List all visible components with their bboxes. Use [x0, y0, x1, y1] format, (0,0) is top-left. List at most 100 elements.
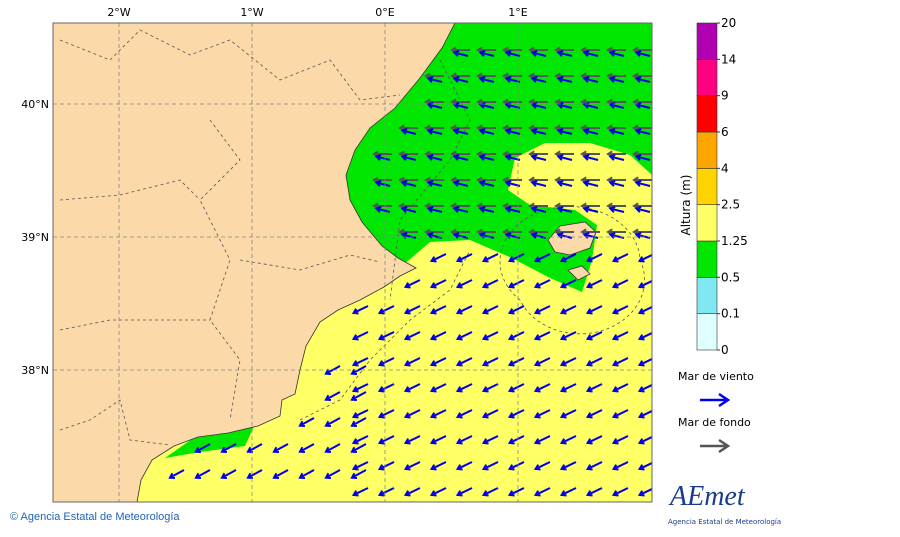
wind-sea-arrow	[533, 383, 551, 393]
wind-sea-arrow	[611, 487, 629, 497]
wind-sea-arrow	[452, 232, 469, 239]
wind-sea-arrow	[426, 206, 443, 213]
wind-sea-arrow	[272, 443, 289, 453]
wind-sea-arrow	[478, 50, 495, 57]
wind-sea-arrow	[608, 128, 625, 135]
wind-sea-arrow	[507, 331, 525, 341]
island-formentera	[567, 265, 591, 281]
wind-sea-arrow	[582, 206, 599, 213]
wind-sea-arrow	[374, 180, 391, 187]
graticule	[53, 23, 652, 502]
wind-sea-arrow	[533, 357, 551, 367]
wind-sea-arrow	[452, 50, 469, 57]
lon-label: 1°W	[240, 6, 263, 19]
wind-sea-arrow	[608, 206, 625, 213]
colorbar-label: 6	[721, 125, 729, 139]
wind-sea-arrow	[608, 102, 625, 109]
wind-sea-arrow	[481, 331, 499, 341]
wind-sea-arrow	[533, 253, 551, 263]
wind-sea-arrow	[559, 383, 577, 393]
wind-sea-arrow	[582, 128, 599, 135]
wind-sea-arrow	[478, 180, 495, 187]
wind-sea-arrow	[634, 50, 651, 57]
wind-sea-arrow	[507, 461, 525, 471]
wind-sea-arrow	[350, 443, 367, 453]
wind-sea-arrow	[533, 409, 551, 419]
border	[239, 254, 381, 271]
wind-sea-arrow	[452, 180, 469, 187]
wind-sea-arrow	[377, 305, 395, 315]
wind-sea-arrow	[168, 469, 185, 479]
wind-sea-arrow	[585, 331, 603, 341]
colorbar-title: Altura (m)	[679, 174, 693, 235]
wind-sea-arrow	[220, 469, 237, 479]
wind-sea-arrow	[246, 469, 263, 479]
wind-sea-arrow	[559, 331, 577, 341]
border	[59, 29, 401, 101]
wind-sea-arrow	[481, 461, 499, 471]
wind-sea-arrow	[377, 461, 395, 471]
wind-sea-arrow	[530, 206, 547, 213]
wind-sea-arrow	[400, 180, 417, 187]
wind-sea-arrow	[429, 279, 447, 289]
wind-sea-arrow	[556, 102, 573, 109]
wind-sea-arrow	[559, 357, 577, 367]
wind-sea-arrow	[400, 128, 417, 135]
wind-sea-arrow	[533, 435, 551, 445]
wind-sea-arrow	[507, 357, 525, 367]
wind-sea-arrow	[324, 443, 341, 453]
wind-sea-arrow	[429, 409, 447, 419]
wind-sea-arrow	[429, 487, 447, 497]
wind-sea-arrow	[556, 154, 573, 161]
wind-sea-arrow	[530, 180, 547, 187]
lat-label: 38°N	[21, 364, 49, 377]
border	[59, 399, 171, 446]
wind-sea-arrow	[350, 365, 367, 375]
wind-sea-arrow	[582, 154, 599, 161]
contour	[389, 59, 471, 301]
colorbar-box	[696, 131, 718, 169]
wind-sea-arrow	[220, 443, 237, 453]
wind-sea-arrow	[634, 102, 651, 109]
wind-sea-arrow	[452, 76, 469, 83]
wind-sea-arrow	[452, 206, 469, 213]
wind-sea-arrow	[481, 253, 499, 263]
wind-sea-arrow	[634, 206, 651, 213]
wind-sea-arrow	[533, 461, 551, 471]
wind-sea-arrow	[507, 435, 525, 445]
wind-sea-arrow	[351, 435, 369, 445]
wind-sea-arrow	[507, 305, 525, 315]
wind-sea-arrow	[194, 443, 211, 453]
wind-sea-arrow	[634, 154, 651, 161]
wind-sea-arrow	[403, 357, 421, 367]
wind-sea-arrow	[481, 409, 499, 419]
wind-sea-arrow	[455, 383, 473, 393]
lon-label: 0°E	[375, 6, 394, 19]
wind-sea-arrow	[530, 128, 547, 135]
wind-sea-arrow	[634, 76, 651, 83]
wind-sea-arrow	[530, 154, 547, 161]
wind-sea-arrow	[455, 461, 473, 471]
wind-sea-arrow	[582, 102, 599, 109]
wind-sea-arrow	[452, 154, 469, 161]
wind-sea-arrow	[556, 128, 573, 135]
wind-sea-arrow	[429, 331, 447, 341]
wind-sea-arrow	[324, 391, 341, 401]
wind-sea-arrow	[478, 128, 495, 135]
colorbar-label: 4	[721, 161, 729, 175]
wind-sea-arrow	[298, 443, 315, 453]
logo-name: AEmet	[668, 481, 746, 512]
colorbar: 0 0.1 0.5 1.25 2.5 4 6 9 14 20	[696, 16, 748, 357]
wind-sea-arrow	[611, 435, 629, 445]
contour	[499, 206, 646, 335]
colorbar-box	[696, 204, 718, 242]
wind-sea-arrow	[559, 253, 577, 263]
wind-sea-arrow	[608, 154, 625, 161]
wind-sea-arrow	[533, 487, 551, 497]
wind-sea-arrow	[611, 409, 629, 419]
colorbar-label: 14	[721, 52, 736, 66]
logo-subtitle: Agencia Estatal de Meteorología	[668, 518, 781, 526]
wind-sea-arrow	[298, 417, 315, 427]
wind-sea-arrow	[611, 461, 629, 471]
wind-sea-arrow	[374, 206, 391, 213]
